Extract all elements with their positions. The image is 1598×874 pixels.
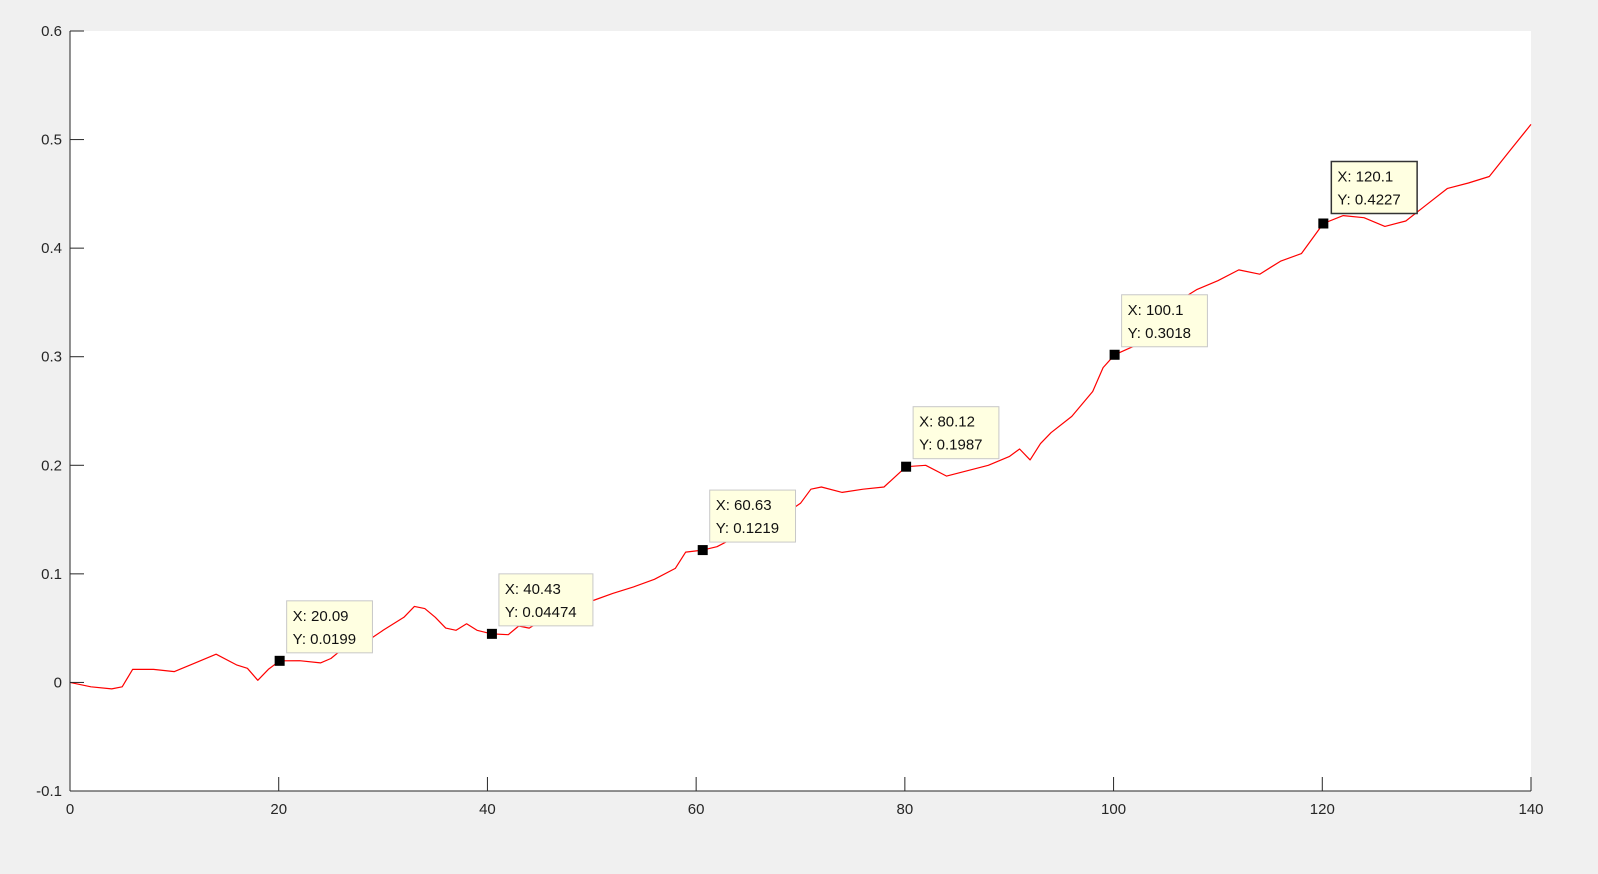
- y-tick-label: 0.6: [41, 23, 62, 40]
- datatip-marker[interactable]: [486, 628, 497, 639]
- datatip-y-label: Y: 0.0199: [293, 631, 356, 648]
- y-tick-label: 0.1: [41, 566, 62, 583]
- datatip[interactable]: X: 20.09 Y: 0.0199: [274, 600, 373, 666]
- datatip[interactable]: X: 80.12 Y: 0.1987: [901, 406, 1000, 472]
- datatip[interactable]: X: 40.43 Y: 0.04474: [486, 573, 594, 639]
- x-tick-label: 140: [1518, 801, 1543, 818]
- datatip-x-label: X: 120.1: [1337, 168, 1393, 185]
- datatip[interactable]: X: 60.63 Y: 0.1219: [697, 489, 797, 556]
- y-tick-label: 0.2: [41, 457, 62, 474]
- datatip-x-label: X: 40.43: [505, 581, 561, 598]
- datatip-marker[interactable]: [274, 655, 285, 666]
- datatip-box: [709, 489, 797, 543]
- datatip-y-label: Y: 0.4227: [1337, 191, 1400, 208]
- datatip-box: [912, 406, 1000, 460]
- datatip[interactable]: X: 120.1 Y: 0.4227: [1318, 160, 1418, 229]
- datatip[interactable]: X: 100.1 Y: 0.3018: [1109, 294, 1208, 360]
- datatip-y-label: Y: 0.1987: [919, 437, 982, 454]
- datatip-x-label: X: 100.1: [1128, 302, 1184, 319]
- y-tick-label: 0.5: [41, 132, 62, 149]
- y-tick-label: 0: [54, 674, 62, 691]
- datatip-marker[interactable]: [697, 545, 708, 556]
- x-tick-label: 80: [897, 801, 914, 818]
- datatips[interactable]: X: 20.09 Y: 0.0199 X: 40.43 Y: 0.04474 X: 60…: [274, 160, 1418, 666]
- ticks: 0 20 40 60 80 100 120 140-0.100.10.20.30.40.50.…: [36, 23, 1543, 818]
- x-tick-label: 100: [1101, 801, 1126, 818]
- datatip-x-label: X: 20.09: [293, 608, 349, 625]
- datatip-x-label: X: 80.12: [919, 414, 975, 431]
- datatip-box: [498, 573, 594, 627]
- datatip-box: [286, 600, 373, 654]
- y-tick-label: 0.4: [41, 240, 62, 257]
- datatip-marker[interactable]: [1318, 218, 1329, 229]
- x-tick-label: 40: [479, 801, 496, 818]
- x-tick-label: 20: [270, 801, 287, 818]
- y-tick-label: 0.3: [41, 349, 62, 366]
- datatip-box: [1330, 160, 1418, 215]
- axes-background: [70, 31, 1531, 791]
- x-tick-label: 60: [688, 801, 705, 818]
- datatip-x-label: X: 60.63: [716, 497, 772, 514]
- x-tick-label: 120: [1310, 801, 1335, 818]
- datatip-marker[interactable]: [1109, 349, 1120, 360]
- datatip-y-label: Y: 0.04474: [505, 604, 577, 621]
- datatip-y-label: Y: 0.1219: [716, 520, 779, 537]
- datatip-marker[interactable]: [901, 461, 912, 472]
- datatip-box: [1121, 294, 1208, 348]
- datatip-y-label: Y: 0.3018: [1128, 325, 1191, 342]
- axes-lines: [69, 31, 1531, 792]
- y-tick-label: -0.1: [36, 783, 62, 800]
- x-tick-label: 0: [66, 801, 74, 818]
